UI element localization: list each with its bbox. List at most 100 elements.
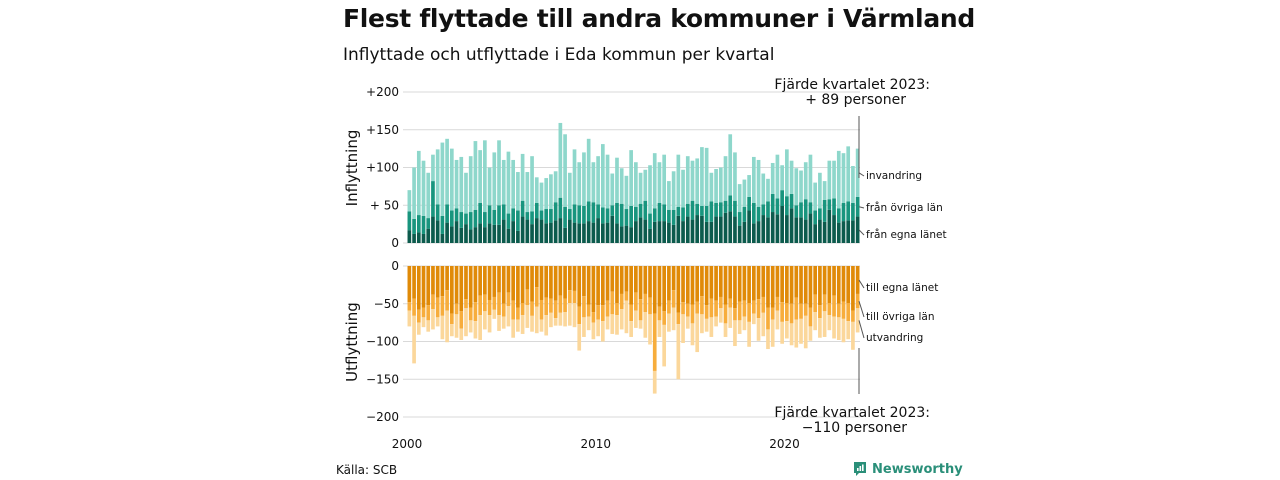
outflow-bar-segment [794, 297, 799, 320]
outflow-bar-segment [624, 266, 629, 292]
outflow-bar-segment [435, 297, 440, 318]
inflow-bar-segment [803, 199, 808, 220]
outflow-bar-segment [544, 297, 549, 316]
inflow-bar-segment [464, 172, 468, 214]
x-tick-labels: 2000 2010 2020 [392, 437, 800, 451]
outflow-bar-segment [709, 266, 714, 299]
outflow-bar-segment [836, 317, 841, 340]
inflow-bar-segment [610, 173, 615, 206]
inflow-bar-segment [449, 210, 454, 227]
outflow-bar-segment [855, 266, 860, 294]
inflow-bar-segment [619, 226, 624, 243]
outflow-bar-segment [704, 266, 709, 306]
outflow-bars [407, 266, 860, 394]
inflow-bar-segment [718, 167, 723, 203]
outflow-bar-segment [459, 311, 464, 329]
outflow-bar-segment [737, 266, 742, 302]
inflow-bar-segment [563, 134, 567, 207]
inflow-bar-segment [808, 154, 813, 203]
outflow-bar-segment [714, 266, 718, 301]
outflow-bar-segment [539, 299, 544, 320]
outflow-bar-segment [662, 324, 667, 367]
outflow-bar-segment [534, 266, 539, 288]
inflow-bar-segment [586, 201, 591, 222]
outflow-bar-segment [619, 293, 624, 310]
inflow-bar-segment [534, 202, 539, 219]
inflow-bar-segment [449, 226, 454, 243]
inflow-bar-segment [487, 205, 492, 224]
outflow-bar-segment [445, 290, 449, 311]
outflow-bar-segment [586, 316, 591, 331]
inflow-bar-segment [851, 202, 855, 221]
inflow-bar-segment [836, 150, 841, 209]
outflow-bar-segment [497, 266, 501, 293]
outflow-bar-segment [567, 290, 572, 303]
outflow-bar-segment [794, 266, 799, 298]
outflow-bar-segment [487, 266, 492, 300]
label-leader [858, 206, 865, 209]
x-tick-label: 2010 [580, 437, 611, 451]
outflow-bar-segment [426, 305, 431, 321]
inflow-bar-segment [468, 212, 473, 230]
inflow-bar-segment [586, 138, 591, 202]
outflow-bar-segment [487, 315, 492, 333]
outflow-bar-segment [780, 302, 784, 322]
inflow-bar-segment [718, 216, 723, 243]
outflow-bar-segment [681, 302, 685, 315]
outflow-bar-segment [775, 266, 780, 297]
outflow-bar-segment [435, 266, 440, 298]
inflow-bar-segment [416, 150, 421, 216]
outflow-bar-segment [516, 319, 520, 332]
outflow-bar-segment [851, 266, 855, 311]
outflow-bar-segment [667, 300, 671, 314]
outflow-bar-segment [530, 301, 534, 316]
outflow-bar-segment [676, 266, 681, 313]
outflow-bar-segment [733, 266, 737, 309]
outflow-bar-segment [742, 316, 747, 331]
inflow-bar-segment [785, 196, 789, 216]
inflow-bar-segment [836, 208, 841, 223]
inflow-bar-segment [676, 215, 681, 243]
outflow-bar-segment [600, 266, 605, 306]
outflow-bar-segment [596, 319, 600, 337]
inflow-bar-segment [563, 227, 567, 243]
inflow-bar-segment [624, 225, 629, 243]
outflow-bar-segment [435, 317, 440, 327]
outflow-bar-segment [832, 316, 836, 339]
inflow-bar-segment [596, 156, 600, 205]
inflow-bar-segment [794, 168, 799, 206]
outflow-bar-segment [785, 321, 789, 339]
inflow-bar-segment [818, 208, 822, 220]
outflow-bar-segment [596, 266, 600, 306]
inflow-bar-segment [549, 222, 553, 244]
inflow-bar-segment [407, 211, 412, 231]
inflow-bar-segment [577, 205, 582, 224]
outflow-bar-segment [657, 320, 662, 337]
outflow-bar-segment [572, 290, 577, 303]
inflow-bar-segment [426, 172, 431, 219]
inflow-bar-segment [695, 215, 700, 243]
inflow-bars [407, 122, 860, 244]
outflow-bar-segment [421, 266, 426, 308]
outflow-bar-segment [690, 323, 695, 346]
outflow-bar-segment [586, 266, 591, 305]
inflow-bar-segment [431, 154, 435, 182]
inflow-bar-segment [478, 202, 482, 224]
outflow-bar-segment [638, 320, 643, 329]
outflow-bar-segment [483, 294, 487, 312]
outflow-bar-segment [459, 328, 464, 340]
inflow-bar-segment [813, 224, 818, 244]
inflow-bar-segment [483, 140, 487, 213]
inflow-bar-segment [638, 217, 643, 243]
outflow-bar-segment [582, 317, 586, 337]
inflow-bar-segment [789, 160, 794, 194]
outflow-bar-segment [775, 296, 780, 311]
segment-labels: invandring från övriga län från egna länet… [858, 170, 947, 344]
outflow-bar-segment [789, 323, 794, 346]
outflow-bar-segment [657, 266, 662, 307]
newsworthy-icon [854, 462, 866, 476]
inflow-bar-segment [770, 193, 775, 213]
outflow-bar-segment [789, 303, 794, 324]
outflow-bar-segment [718, 266, 723, 297]
inflow-bar-segment [412, 218, 416, 234]
